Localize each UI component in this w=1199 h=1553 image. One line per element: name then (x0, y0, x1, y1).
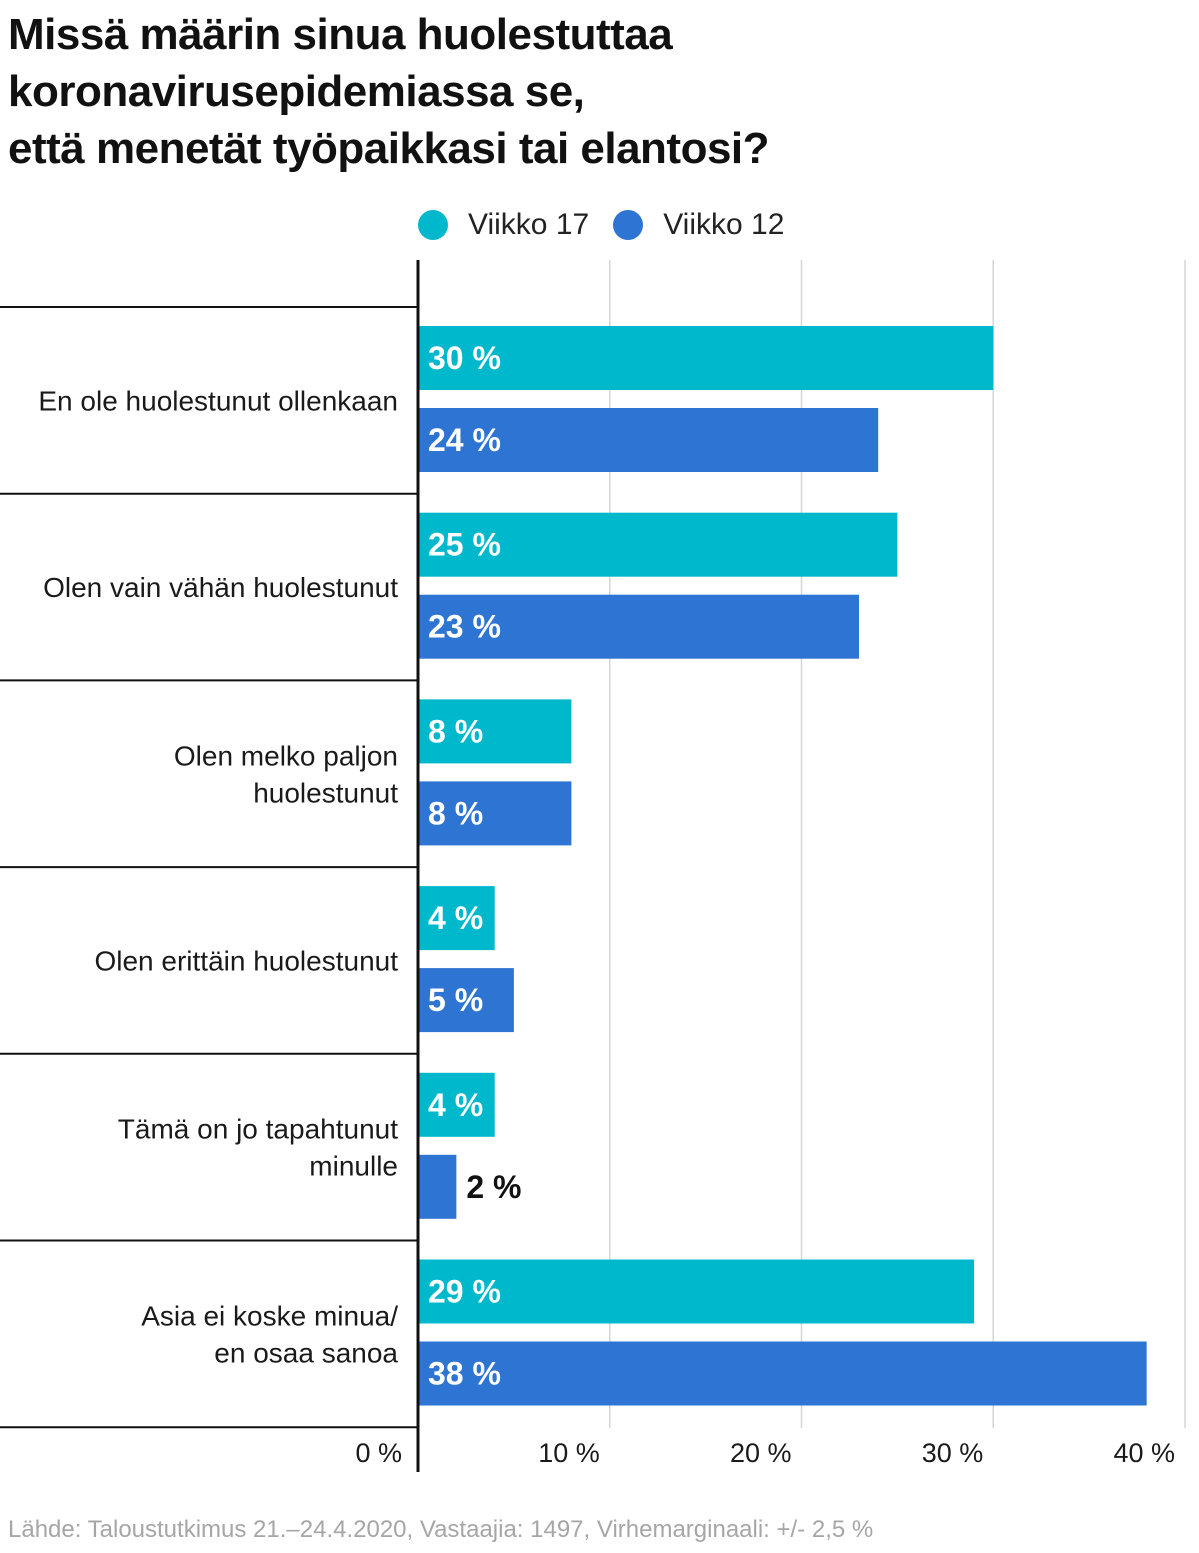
title-line-1: Missä määrin sinua huolestuttaa (8, 10, 673, 59)
category-label: Olen melko paljon (174, 740, 398, 771)
x-tick-label: 30 % (922, 1438, 984, 1468)
x-tick-label: 0 % (355, 1438, 402, 1468)
data-label: 2 % (466, 1169, 521, 1205)
bar-viikko-12-4 (418, 1154, 457, 1219)
data-label: 4 % (428, 1087, 483, 1123)
legend-label-viikko-17: Viikko 17 (468, 208, 590, 241)
legend-label-viikko-12: Viikko 12 (663, 208, 785, 241)
bar-viikko-17-3 (418, 886, 495, 951)
legend-item-viikko-17: Viikko 17 (418, 208, 589, 242)
bar-viikko-17-0 (418, 326, 994, 390)
category-label: Tämä on jo tapahtunut (118, 1114, 398, 1145)
bar-viikko-12-5 (418, 1341, 1147, 1406)
legend-item-viikko-12: Viikko 12 (613, 208, 784, 242)
title-line-2: koronavirusepidemiassa se, (8, 67, 585, 116)
legend-swatch-viikko-17 (418, 210, 448, 240)
data-label: 25 % (428, 527, 501, 563)
category-label: Olen erittäin huolestunut (94, 945, 398, 976)
bar-viikko-17-5 (418, 1259, 975, 1324)
data-label: 29 % (428, 1274, 501, 1310)
category-label: Olen vain vähän huolestunut (43, 572, 398, 603)
bar-viikko-17-4 (418, 1072, 495, 1137)
category-label: en osaa sanoa (214, 1337, 398, 1368)
data-label: 23 % (428, 609, 501, 645)
data-label: 24 % (428, 422, 501, 458)
source-note: Lähde: Taloustutkimus 21.–24.4.2020, Vas… (8, 1516, 874, 1543)
category-label: huolestunut (253, 777, 398, 808)
bar-viikko-17-1 (418, 512, 898, 577)
chart-title: Missä määrin sinua huolestuttaa koronavi… (8, 6, 1188, 177)
x-tick-label: 40 % (1113, 1438, 1175, 1468)
data-label: 38 % (428, 1356, 501, 1392)
category-label: Asia ei koske minua/ (141, 1300, 398, 1331)
category-label: En ole huolestunut ollenkaan (38, 385, 398, 416)
bar-viikko-12-3 (418, 968, 514, 1033)
bar-viikko-12-2 (418, 781, 572, 846)
title-line-3: että menetät työpaikkasi tai elantosi? (8, 124, 770, 173)
data-label: 8 % (428, 795, 483, 831)
data-label: 4 % (428, 900, 483, 936)
x-tick-label: 20 % (730, 1438, 792, 1468)
bar-chart: 30 % 24 % En ole huolestunut ollenkaan 25 %… (0, 260, 1186, 1472)
category-label: minulle (309, 1151, 398, 1182)
bar-viikko-12-0 (418, 408, 879, 472)
bar-viikko-17-2 (418, 699, 572, 764)
data-label: 8 % (428, 713, 483, 749)
legend-swatch-viikko-12 (613, 210, 644, 240)
bar-viikko-12-1 (418, 594, 860, 659)
chart-legend: Viikko 17 Viikko 12 (418, 203, 808, 247)
data-label: 30 % (428, 340, 501, 376)
x-tick-label: 10 % (538, 1438, 600, 1468)
data-label: 5 % (428, 982, 483, 1018)
